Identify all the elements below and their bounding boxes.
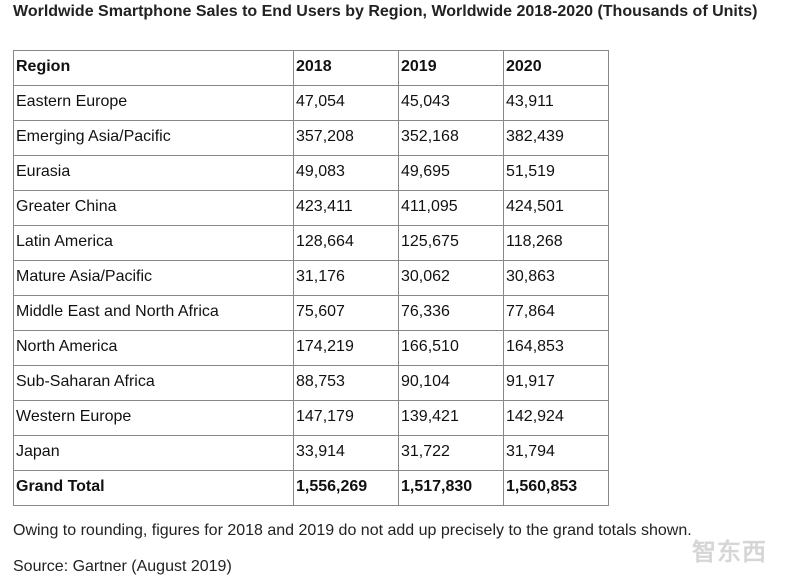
value-cell: 49,695	[398, 155, 504, 191]
value-cell: 2020	[503, 50, 609, 86]
value-cell: 43,911	[503, 85, 609, 121]
table-row: Greater China 423,411 411,095 424,501	[13, 190, 609, 226]
value-cell: 31,176	[293, 260, 399, 296]
value-cell: 2019	[398, 50, 504, 86]
region-cell: Eurasia	[13, 155, 294, 191]
value-cell: 125,675	[398, 225, 504, 261]
value-cell: 423,411	[293, 190, 399, 226]
value-cell: 164,853	[503, 330, 609, 366]
region-cell: Japan	[13, 435, 294, 471]
value-cell: 75,607	[293, 295, 399, 331]
region-cell: Grand Total	[13, 470, 294, 506]
value-cell: 77,864	[503, 295, 609, 331]
value-cell: 382,439	[503, 120, 609, 156]
header-row: Region 2018 2019 2020	[13, 50, 609, 86]
value-cell: 357,208	[293, 120, 399, 156]
value-cell: 352,168	[398, 120, 504, 156]
region-cell: North America	[13, 330, 294, 366]
value-cell: 174,219	[293, 330, 399, 366]
value-cell: 90,104	[398, 365, 504, 401]
region-cell: Western Europe	[13, 400, 294, 436]
region-cell: Mature Asia/Pacific	[13, 260, 294, 296]
value-cell: 1,556,269	[293, 470, 399, 506]
region-cell: Region	[13, 50, 294, 86]
value-cell: 31,722	[398, 435, 504, 471]
table-row: North America 174,219 166,510 164,853	[13, 330, 609, 366]
value-cell: 2018	[293, 50, 399, 86]
value-cell: 47,054	[293, 85, 399, 121]
table-row: Western Europe 147,179 139,421 142,924	[13, 400, 609, 436]
value-cell: 166,510	[398, 330, 504, 366]
value-cell: 147,179	[293, 400, 399, 436]
value-cell: 45,043	[398, 85, 504, 121]
table-row: Middle East and North Africa 75,607 76,336…	[13, 295, 609, 331]
value-cell: 139,421	[398, 400, 504, 436]
footnote: Owing to rounding, figures for 2018 and …	[13, 522, 692, 539]
value-cell: 118,268	[503, 225, 609, 261]
sales-table: Region 2018 2019 2020 Eastern Europe 47,054 45…	[13, 50, 609, 506]
table-row: Latin America 128,664 125,675 118,268	[13, 225, 609, 261]
value-cell: 76,336	[398, 295, 504, 331]
value-cell: 31,794	[503, 435, 609, 471]
value-cell: 51,519	[503, 155, 609, 191]
value-cell: 424,501	[503, 190, 609, 226]
value-cell: 49,083	[293, 155, 399, 191]
source-note: Source: Gartner (August 2019)	[13, 558, 232, 575]
table-row: Sub-Saharan Africa 88,753 90,104 91,917	[13, 365, 609, 401]
table-row: Eurasia 49,083 49,695 51,519	[13, 155, 609, 191]
table-row: Eastern Europe 47,054 45,043 43,911	[13, 85, 609, 121]
value-cell: 411,095	[398, 190, 504, 226]
region-cell: Eastern Europe	[13, 85, 294, 121]
value-cell: 33,914	[293, 435, 399, 471]
value-cell: 1,560,853	[503, 470, 609, 506]
region-cell: Sub-Saharan Africa	[13, 365, 294, 401]
table-row: Mature Asia/Pacific 31,176 30,062 30,863	[13, 260, 609, 296]
value-cell: 128,664	[293, 225, 399, 261]
value-cell: 30,062	[398, 260, 504, 296]
region-cell: Middle East and North Africa	[13, 295, 294, 331]
value-cell: 30,863	[503, 260, 609, 296]
table-row: Japan 33,914 31,722 31,794	[13, 435, 609, 471]
region-cell: Latin America	[13, 225, 294, 261]
value-cell: 142,924	[503, 400, 609, 436]
value-cell: 91,917	[503, 365, 609, 401]
table-row: Emerging Asia/Pacific 357,208 352,168 382,4…	[13, 120, 609, 156]
total-row: Grand Total 1,556,269 1,517,830 1,560,853	[13, 470, 609, 506]
value-cell: 1,517,830	[398, 470, 504, 506]
table-title: Worldwide Smartphone Sales to End Users …	[13, 3, 758, 20]
region-cell: Greater China	[13, 190, 294, 226]
region-cell: Emerging Asia/Pacific	[13, 120, 294, 156]
watermark-logo: 智东西	[692, 539, 767, 566]
value-cell: 88,753	[293, 365, 399, 401]
